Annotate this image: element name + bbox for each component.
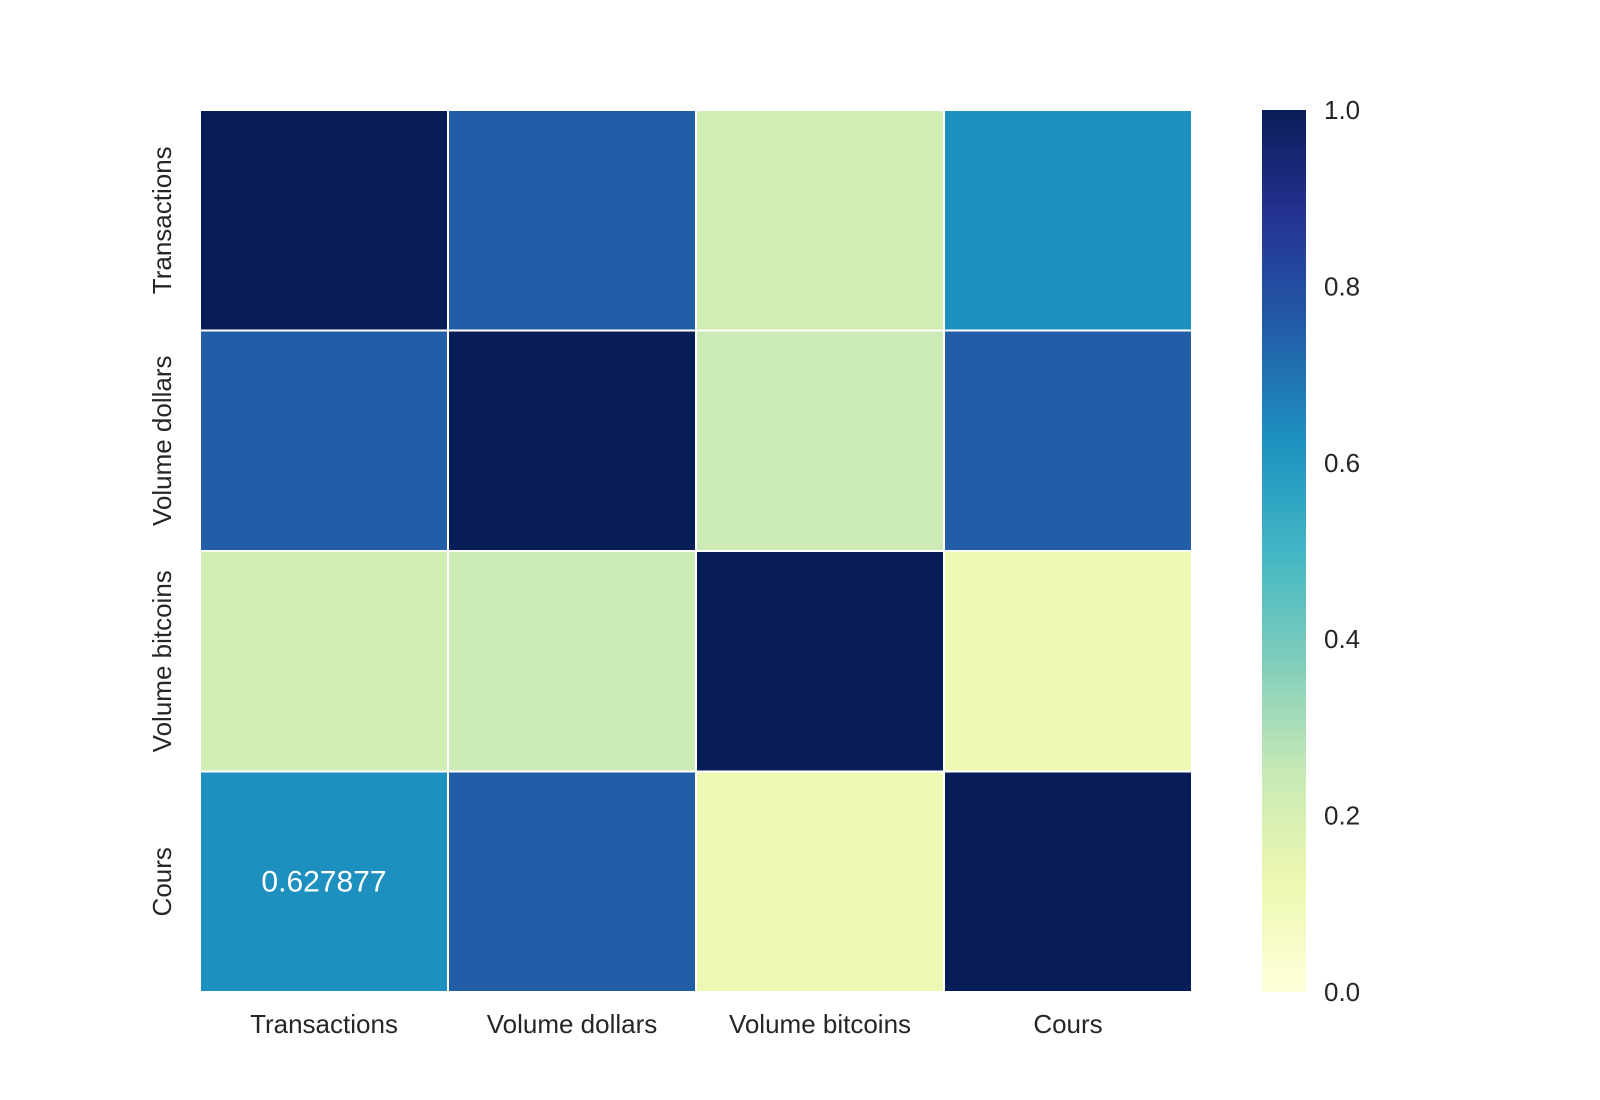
heatmap-cell-2-2 [695,550,945,773]
heatmap-cell-2-0 [199,550,449,773]
heatmap-cell-3-0 [199,770,449,993]
heatmap-cell-1-3 [943,329,1193,552]
y-tick-label-1: Volume dollars [147,355,177,526]
heatmap-cell-3-1 [447,770,697,993]
colorbar-tick-label-0: 0.0 [1324,977,1360,1007]
y-axis-tick-labels: Transactions Volume dollars Volume bitcoin… [147,146,177,916]
heatmap-cell-3-3 [943,770,1193,993]
colorbar [1262,110,1306,992]
heatmap-cell-0-2 [695,109,945,332]
cell-annotations: 0.627877 [261,865,386,898]
x-tick-label-1: Volume dollars [487,1009,658,1039]
colorbar-tick-label-2: 0.4 [1324,624,1360,654]
heatmap-cell-0-3 [943,109,1193,332]
heatmap-cell-2-1 [447,550,697,773]
colorbar-tick-label-1: 0.2 [1324,801,1360,831]
x-tick-label-3: Cours [1033,1009,1102,1039]
heatmap-cell-0-1 [447,109,697,332]
heatmap-cell-3-2 [695,770,945,993]
heatmap-cell-2-3 [943,550,1193,773]
x-tick-label-0: Transactions [250,1009,398,1039]
heatmap-cell-1-2 [695,329,945,552]
heatmap-cells [199,109,1193,993]
y-tick-label-2: Volume bitcoins [147,570,177,752]
x-tick-label-2: Volume bitcoins [729,1009,911,1039]
colorbar-tick-label-5: 1.0 [1324,95,1360,125]
y-tick-label-3: Cours [147,847,177,916]
colorbar-tick-label-3: 0.6 [1324,448,1360,478]
colorbar-tick-labels: 0.0 0.2 0.4 0.6 0.8 1.0 [1324,95,1360,1007]
x-axis-tick-labels: Transactions Volume dollars Volume bitcoin… [250,1009,1103,1039]
cell-annotation-3-0: 0.627877 [261,865,386,898]
heatmap-cell-0-0 [199,109,449,332]
colorbar-tick-label-4: 0.8 [1324,271,1360,301]
y-tick-label-0: Transactions [147,146,177,294]
heatmap-cell-1-0 [199,329,449,552]
heatmap-cell-1-1 [447,329,697,552]
